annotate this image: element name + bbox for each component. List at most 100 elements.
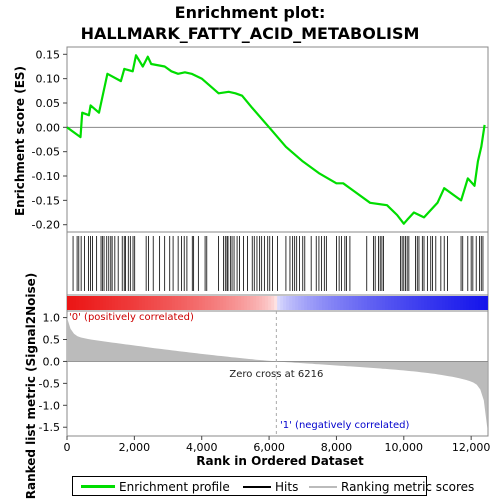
x-tick-label: 2,000 <box>119 441 151 454</box>
color-bar-segment <box>97 296 101 310</box>
color-bar-segment <box>469 296 473 310</box>
metric-ytick-label: -1.5 <box>39 421 60 434</box>
color-bar-segment <box>247 296 251 310</box>
negative-label: '1' (negatively correlated) <box>280 420 409 431</box>
color-bar-segment <box>145 296 149 310</box>
color-bar-segment <box>223 296 227 310</box>
es-ytick-label: -0.10 <box>32 170 60 183</box>
color-bar-segment <box>382 296 386 310</box>
color-bar-segment <box>283 296 287 310</box>
color-bar-segment <box>196 296 200 310</box>
color-bar-segment <box>67 296 71 310</box>
color-bar-segment <box>139 296 143 310</box>
metric-layer: Zero cross at 6216 '0' (positively correl… <box>67 311 488 436</box>
color-bar-segment <box>250 296 254 310</box>
color-bar-segment <box>289 296 293 310</box>
color-bar-segment <box>418 296 422 310</box>
color-bar-segment <box>457 296 461 310</box>
color-bar-segment <box>322 296 326 310</box>
color-bar-segment <box>73 296 77 310</box>
color-bar-segment <box>430 296 434 310</box>
hits-layer <box>72 236 484 291</box>
color-bar-segment <box>103 296 107 310</box>
color-bar-segment <box>166 296 170 310</box>
color-bar-segment <box>412 296 416 310</box>
color-bar-segment <box>328 296 332 310</box>
color-bar-segment <box>292 296 296 310</box>
color-bar-segment <box>214 296 218 310</box>
y-axis-label-es: Enrichment score (ES) <box>13 66 27 216</box>
color-bar-segment <box>130 296 134 310</box>
color-bar-segment <box>232 296 236 310</box>
color-bar-segment <box>298 296 302 310</box>
color-bar-segment <box>397 296 401 310</box>
color-bar-segment <box>478 296 482 310</box>
x-tick-label: 8,000 <box>321 441 353 454</box>
color-bar-segment <box>226 296 230 310</box>
axes-layer: 0.150.100.050.00-0.05-0.10-0.15-0.201.00… <box>32 48 491 454</box>
zero-cross-label: Zero cross at 6216 <box>229 369 323 380</box>
color-bar-segment <box>460 296 464 310</box>
color-bar-segment <box>193 296 197 310</box>
color-bar-segment <box>364 296 368 310</box>
color-bar-segment <box>211 296 215 310</box>
color-bar-segment <box>235 296 239 310</box>
color-bar-segment <box>151 296 155 310</box>
color-bar-segment <box>340 296 344 310</box>
color-bar-segment <box>349 296 353 310</box>
color-bar-segment <box>256 296 260 310</box>
color-bar-segment <box>400 296 404 310</box>
x-tick-label: 12,000 <box>452 441 491 454</box>
color-bar-segment <box>379 296 383 310</box>
color-bar-segment <box>388 296 392 310</box>
color-bar-segment <box>244 296 248 310</box>
es-ytick-label: 0.15 <box>36 48 61 61</box>
color-bar-segment <box>208 296 212 310</box>
color-bar-segment <box>484 296 488 310</box>
color-bar-segment <box>352 296 356 310</box>
color-bar-segment <box>433 296 437 310</box>
x-tick-label: 0 <box>64 441 71 454</box>
es-ytick-label: -0.20 <box>32 219 60 232</box>
color-bar-segment <box>316 296 320 310</box>
color-bar-segment <box>304 296 308 310</box>
color-bar-segment <box>142 296 146 310</box>
color-bar-segment <box>337 296 341 310</box>
color-bar-segment <box>409 296 413 310</box>
color-bar-segment <box>217 296 221 310</box>
color-bar-segment <box>463 296 467 310</box>
color-bar-segment <box>187 296 191 310</box>
legend-line-hits <box>243 486 271 488</box>
color-bar-segment <box>454 296 458 310</box>
color-bar-segment <box>325 296 329 310</box>
color-bar-segment <box>169 296 173 310</box>
color-bar-segment <box>274 296 278 310</box>
color-bar-segment <box>112 296 116 310</box>
color-bar-segment <box>85 296 89 310</box>
color-bar-segment <box>367 296 371 310</box>
color-bar-segment <box>448 296 452 310</box>
color-bar-segment <box>481 296 485 310</box>
legend-label-ranking: Ranking metric scores <box>341 480 475 494</box>
color-bar-segment <box>310 296 314 310</box>
color-bar-segment <box>334 296 338 310</box>
y-axis-label-metric: Ranked list metric (Signal2Noise) <box>24 273 38 500</box>
color-bar-segment <box>157 296 161 310</box>
metric-ytick-label: 0.5 <box>43 334 61 347</box>
color-bar-segment <box>76 296 80 310</box>
color-bar-segment <box>307 296 311 310</box>
color-bar-segment <box>229 296 233 310</box>
color-bar-segment <box>205 296 209 310</box>
color-bar-segment <box>370 296 374 310</box>
color-bar-segment <box>415 296 419 310</box>
color-bar-segment <box>253 296 257 310</box>
chart-title-line1: Enrichment plot: <box>175 3 326 22</box>
es-ytick-label: 0.00 <box>36 121 61 134</box>
color-bar-segment <box>265 296 269 310</box>
color-bar-segment <box>172 296 176 310</box>
es-ytick-label: -0.15 <box>32 194 60 207</box>
color-bar-segment <box>106 296 110 310</box>
color-bar-segment <box>331 296 335 310</box>
es-ytick-label: 0.10 <box>36 73 61 86</box>
es-layer <box>66 54 488 225</box>
